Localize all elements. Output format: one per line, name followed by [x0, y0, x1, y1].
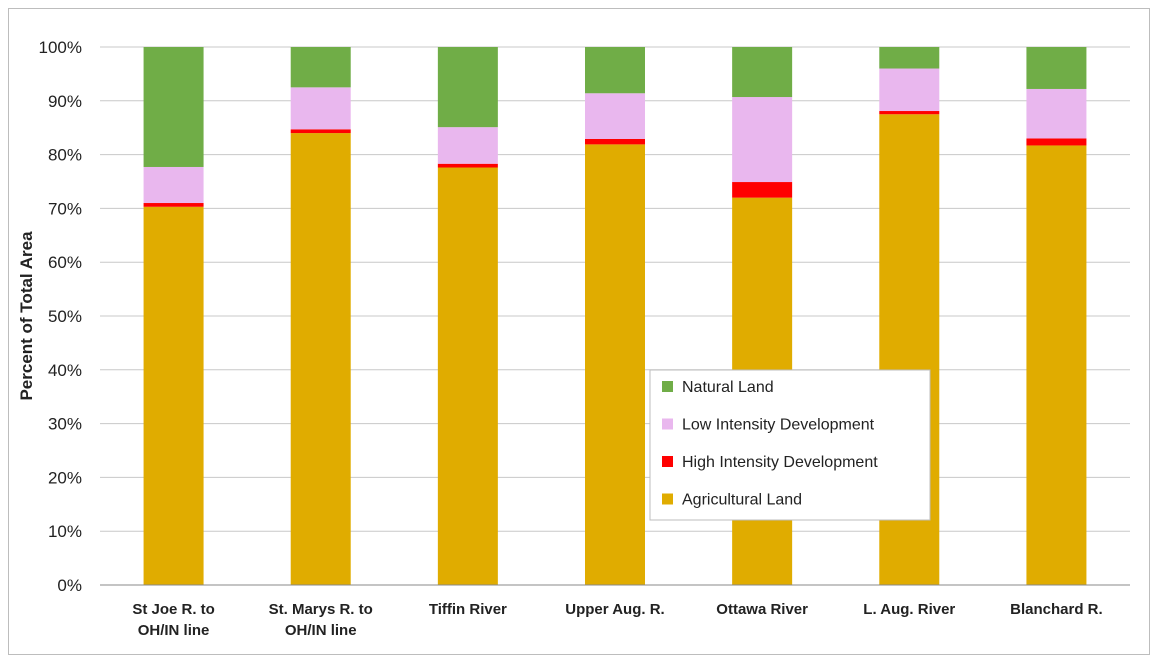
y-tick-label: 10%: [48, 522, 82, 541]
bar-segment: High Intensity Development: 0.7: [437, 163, 498, 168]
y-tick-label: 30%: [48, 415, 82, 434]
bar-segment: High Intensity Development: 0.7: [143, 203, 204, 207]
bar-segment: High Intensity Development: 0.6: [879, 111, 940, 115]
bar-segment: Agricultural Land: 81.7: [1026, 145, 1087, 586]
legend: Natural Land Low Intensity Development Hig…: [649, 369, 931, 521]
bar-segment: Agricultural Land: 70.3: [143, 206, 204, 585]
legend-label: High Intensity Development: [682, 454, 878, 471]
bar-segment: Agricultural Land: 77.6: [437, 167, 498, 585]
y-tick-label: 50%: [48, 307, 82, 326]
y-tick-label: 80%: [48, 146, 82, 165]
bar-segment: High Intensity Development: 2.9: [732, 182, 793, 198]
bar-segment: Natural Land: 22.3: [143, 47, 204, 167]
legend-swatch: [662, 381, 673, 392]
legend-swatch: [662, 456, 673, 467]
x-tick-label: L. Aug. River: [863, 601, 955, 618]
x-axis-labels: St Joe R. to OH/IN line St. Marys R. to OH/…: [132, 601, 1102, 639]
bar-segment: Low Intensity Development: 6.7: [143, 166, 204, 204]
y-tick-label: 100%: [39, 38, 82, 57]
y-tick-label: 20%: [48, 468, 82, 487]
bar-segment: Low Intensity Development: 7.8: [290, 87, 351, 130]
x-tick-label: OH/IN line: [285, 622, 357, 639]
y-tick-label: 60%: [48, 253, 82, 272]
legend-box: [649, 369, 931, 521]
bar-segment: Low Intensity Development: 15.8: [732, 97, 793, 183]
bar-segment: Natural Land: 9.3: [732, 47, 793, 98]
legend-label: Natural Land: [682, 379, 774, 396]
x-tick-label: OH/IN line: [138, 622, 210, 639]
x-tick-label: Tiffin River: [429, 601, 507, 618]
chart-frame: [8, 8, 1150, 655]
y-tick-label: 70%: [48, 199, 82, 218]
bar-segment: Agricultural Land: 81.9: [585, 144, 645, 586]
x-tick-label: Ottawa River: [716, 601, 808, 618]
bar-segment: High Intensity Development: 0.7: [290, 129, 351, 134]
bar-segment: Low Intensity Development: 9.2: [1026, 88, 1087, 139]
legend-label: Low Intensity Development: [682, 417, 875, 434]
x-tick-label: Upper Aug. R.: [565, 601, 664, 618]
legend-swatch: [662, 493, 673, 505]
y-axis-title: Percent of Total Area: [17, 231, 36, 401]
bar-segment: Natural Land: 8.6: [585, 47, 645, 94]
bar-segment: High Intensity Development: 1: [585, 138, 645, 145]
bar-segment: Natural Land: 7.5: [290, 47, 351, 88]
legend-swatch: [662, 418, 673, 430]
x-tick-label: St. Marys R. to: [269, 601, 373, 618]
bar-segment: Low Intensity Development: 6.8: [437, 127, 498, 164]
y-axis-ticks: 0% 10% 20% 30% 40% 50% 60% 70% 80% 90% 100%: [39, 38, 82, 595]
bar-segment: Natural Land: 7.8: [1026, 47, 1087, 89]
y-tick-label: 40%: [48, 361, 82, 380]
y-tick-label: 0%: [57, 576, 82, 595]
bar-segment: Natural Land: 4: [879, 47, 940, 69]
x-tick-label: Blanchard R.: [1010, 601, 1103, 618]
bar-segment: Low Intensity Development: 8.5: [585, 93, 645, 139]
legend-label: Agricultural Land: [682, 492, 802, 509]
y-tick-label: 90%: [48, 92, 82, 111]
bar-segment: Natural Land: 14.9: [437, 47, 498, 128]
bar-segment: Agricultural Land: 84: [290, 133, 351, 585]
x-tick-label: St Joe R. to: [132, 601, 215, 618]
bar-segment: High Intensity Development: 1.3: [1026, 138, 1087, 146]
bar-segment: Low Intensity Development: 7.9: [879, 68, 940, 112]
